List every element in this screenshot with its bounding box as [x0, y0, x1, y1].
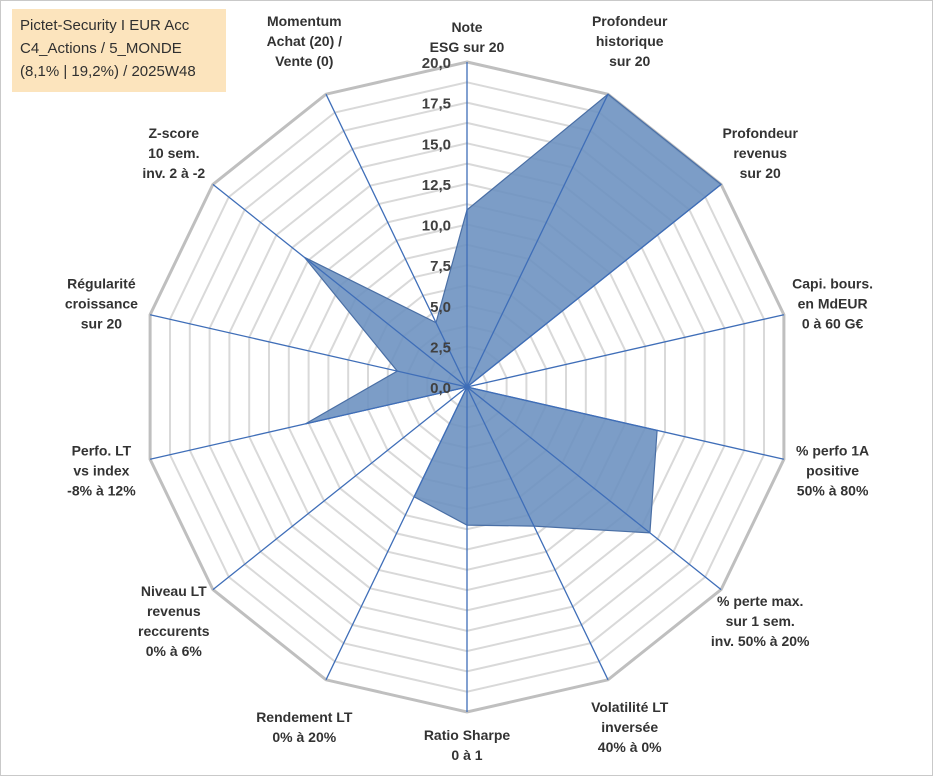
- axis-label-line: Achat (20) /: [267, 33, 343, 49]
- axis-spoke: [466, 183, 722, 388]
- axis-label-line: sur 1 sem.: [726, 613, 795, 629]
- axis-label-line: % perte max.: [717, 593, 803, 609]
- axis-label-line: 50% à 80%: [797, 482, 869, 498]
- axis-label-line: Vente (0): [275, 53, 333, 69]
- axis-label-line: % perfo 1A: [796, 442, 869, 458]
- axis-label-line: inversée: [601, 719, 658, 735]
- axis-label-line: revenus: [733, 145, 787, 161]
- axis-label: % perfo 1A positive 50% à 80%: [796, 442, 869, 498]
- axis-label-line: Z-score: [149, 125, 200, 141]
- axis-label-line: sur 20: [740, 165, 781, 181]
- axis-spoke: [212, 183, 468, 388]
- axis-label-line: 0% à 6%: [146, 643, 203, 659]
- chart-title-box: Pictet-Security I EUR Acc C4_Actions / 5…: [12, 9, 226, 92]
- axis-label-line: Volatilité LT: [591, 699, 669, 715]
- axis-label-line: 40% à 0%: [598, 739, 662, 755]
- axis-label: Profondeur historique sur 20: [592, 13, 668, 69]
- axis-label: Z-score 10 sem. inv. 2 à -2: [142, 125, 205, 181]
- axis-label-line: Niveau LT: [141, 583, 207, 599]
- axis-label: % perte max. sur 1 sem. inv. 50% à 20%: [711, 593, 810, 649]
- axis-label: Momentum Achat (20) / Vente (0): [267, 13, 343, 69]
- axis-label: Niveau LT revenus reccurents 0% à 6%: [138, 583, 210, 659]
- axis-label-line: Note: [451, 19, 482, 35]
- radial-tick-label: 20,0: [422, 55, 451, 72]
- axis-label: Profondeur revenus sur 20: [722, 125, 798, 181]
- axis-spoke: [149, 386, 468, 460]
- axis-label: Volatilité LT inversée 40% à 0%: [591, 699, 669, 755]
- axis-spoke: [466, 93, 609, 388]
- axis-label-line: Régularité: [67, 276, 136, 292]
- axis-spoke: [466, 386, 722, 591]
- axis-label-line: vs index: [73, 462, 129, 478]
- radial-tick-label: 10,0: [422, 218, 451, 235]
- axis-label-line: inv. 50% à 20%: [711, 633, 810, 649]
- axis-label-line: 10 sem.: [148, 145, 199, 161]
- axis-label-line: -8% à 12%: [67, 482, 136, 498]
- axis-label-line: Momentum: [267, 13, 342, 29]
- title-line-fund: Pictet-Security I EUR Acc: [20, 17, 190, 34]
- axis-spoke: [466, 386, 785, 460]
- axis-label-line: reccurents: [138, 623, 210, 639]
- radial-tick-label: 0,0: [430, 380, 451, 397]
- axis-label-line: ESG sur 20: [430, 39, 505, 55]
- axis-label: Note ESG sur 20: [430, 19, 505, 55]
- axis-label-line: 0% à 20%: [272, 729, 336, 745]
- axis-spoke: [466, 314, 785, 388]
- axis-label-line: sur 20: [609, 53, 650, 69]
- axis-label-line: Capi. bours.: [792, 276, 873, 292]
- axis-label-line: croissance: [65, 296, 138, 312]
- radial-tick-label: 7,5: [430, 258, 451, 275]
- axis-label-line: Profondeur: [592, 13, 668, 29]
- axis-spoke: [325, 93, 468, 388]
- axis-label-line: en MdEUR: [798, 296, 868, 312]
- axis-label: Capi. bours. en MdEUR 0 à 60 G€: [792, 276, 873, 332]
- title-line-category: C4_Actions / 5_MONDE: [20, 40, 182, 57]
- axis-spoke: [466, 386, 609, 681]
- radial-tick-label: 2,5: [430, 339, 451, 356]
- title-line-period: (8,1% | 19,2%) / 2025W48: [20, 63, 196, 80]
- axis-label-line: revenus: [147, 603, 201, 619]
- axis-label-line: Ratio Sharpe: [424, 727, 511, 743]
- axis-label: Régularité croissance sur 20: [65, 276, 138, 332]
- radial-tick-label: 15,0: [422, 136, 451, 153]
- axis-spoke: [149, 314, 468, 388]
- axis-label-line: historique: [596, 33, 664, 49]
- radial-tick-label: 12,5: [422, 177, 451, 194]
- axis-spoke: [212, 386, 468, 591]
- radial-tick-label: 5,0: [430, 299, 451, 316]
- axis-spoke: [325, 386, 468, 681]
- axis-label-line: Rendement LT: [256, 709, 353, 725]
- axis-label-line: inv. 2 à -2: [142, 165, 205, 181]
- axis-label-line: 0 à 1: [451, 747, 482, 763]
- axis-label: Perfo. LT vs index -8% à 12%: [67, 442, 136, 498]
- axis-label-line: 0 à 60 G€: [802, 316, 864, 332]
- axis-label: Ratio Sharpe 0 à 1: [424, 727, 511, 763]
- axis-label: Rendement LT 0% à 20%: [256, 709, 353, 745]
- axis-label-line: Perfo. LT: [72, 442, 132, 458]
- radial-tick-label: 17,5: [422, 96, 451, 113]
- axis-label-line: positive: [806, 462, 859, 478]
- axis-label-line: sur 20: [81, 316, 122, 332]
- axis-label-line: Profondeur: [722, 125, 798, 141]
